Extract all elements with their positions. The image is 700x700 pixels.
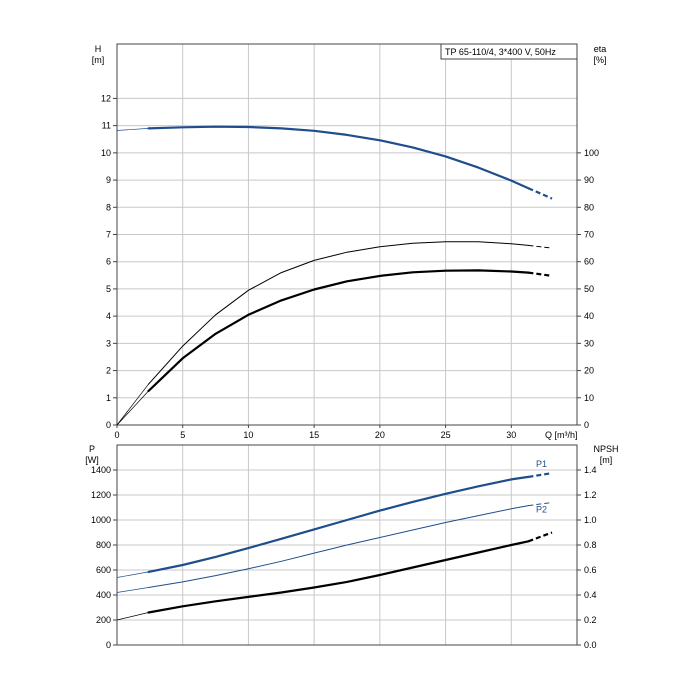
y-left-axis-unit: [W] [85, 455, 99, 465]
y-right-axis-label: eta [594, 44, 607, 54]
y-left-axis-label: H [95, 44, 102, 54]
x-tick-label: 5 [180, 430, 185, 440]
y-left-tick-label: 1400 [91, 465, 111, 475]
series-line [147, 475, 530, 573]
y-left-tick-label: 4 [106, 311, 111, 321]
y-right-tick-label: 40 [584, 311, 594, 321]
series-line [148, 505, 529, 588]
y-right-axis-unit: [%] [593, 55, 606, 65]
chart-title: TP 65-110/4, 3*400 V, 50Hz [445, 47, 556, 57]
y-right-axis-unit: [m] [600, 455, 613, 465]
y-left-tick-label: 7 [106, 230, 111, 240]
y-right-tick-label: 0.6 [584, 565, 597, 575]
series-label-p1: P1 [536, 459, 547, 469]
y-right-tick-label: 70 [584, 230, 594, 240]
y-left-tick-label: 5 [106, 284, 111, 294]
y-right-tick-label: 80 [584, 202, 594, 212]
series-label-p2: P2 [536, 505, 547, 515]
y-right-tick-label: 1.2 [584, 490, 597, 500]
series-line [148, 241, 529, 385]
y-right-tick-label: 60 [584, 257, 594, 267]
series-lead-line [116, 612, 149, 621]
y-left-tick-label: 200 [96, 615, 111, 625]
y-right-tick-label: 0 [584, 420, 589, 430]
y-left-tick-label: 0 [106, 640, 111, 650]
series-dashed-extension [528, 271, 553, 277]
y-right-tick-label: 100 [584, 148, 599, 158]
x-tick-label: 0 [114, 430, 119, 440]
x-tick-label: 30 [506, 430, 516, 440]
y-right-tick-label: 50 [584, 284, 594, 294]
series-lead-line [116, 571, 149, 578]
series-line [147, 125, 530, 190]
y-right-tick-label: 90 [584, 175, 594, 185]
y-left-tick-label: 3 [106, 338, 111, 348]
x-tick-label: 25 [441, 430, 451, 440]
y-right-tick-label: 1.0 [584, 515, 597, 525]
x-axis-label: Q [m³/h] [545, 430, 578, 440]
y-left-tick-label: 12 [101, 93, 111, 103]
x-tick-label: 10 [243, 430, 253, 440]
y-right-tick-label: 1.4 [584, 465, 597, 475]
y-right-tick-label: 10 [584, 393, 594, 403]
series-lead-line [116, 587, 149, 593]
power-npsh-panel: 0 200 400 600 800 1000 1200 1400 0.0 0.2 0.4 0.6 0.8… [85, 444, 618, 650]
series-dashed-extension [527, 187, 553, 200]
series-lead-line [116, 128, 149, 131]
series-dashed-extension [528, 472, 553, 478]
y-right-tick-label: 0.0 [584, 640, 597, 650]
series-line [147, 269, 530, 393]
x-tick-label: 20 [375, 430, 385, 440]
x-tick-label: 15 [309, 430, 319, 440]
series-line [147, 540, 530, 614]
y-right-tick-label: 30 [584, 338, 594, 348]
y-left-tick-label: 0 [106, 420, 111, 430]
y-right-tick-label: 0.8 [584, 540, 597, 550]
y-left-tick-label: 6 [106, 257, 111, 267]
y-left-tick-label: 2 [106, 366, 111, 376]
series-dashed-extension [528, 502, 553, 507]
y-right-axis-label: NPSH [593, 444, 618, 454]
y-left-tick-label: 11 [102, 121, 111, 131]
y-left-tick-label: 8 [106, 202, 111, 212]
y-right-tick-label: 0.2 [584, 615, 597, 625]
y-right-tick-label: 20 [584, 366, 594, 376]
y-left-axis-unit: [m] [92, 55, 105, 65]
y-left-axis-label: P [89, 444, 95, 454]
series-lead-line [116, 383, 149, 426]
y-left-tick-label: 1000 [91, 515, 111, 525]
series-dashed-extension [528, 531, 553, 543]
series-lead-line [116, 390, 149, 426]
y-left-tick-label: 1200 [91, 490, 111, 500]
y-left-tick-label: 600 [96, 565, 111, 575]
title-box [440, 43, 578, 60]
y-left-tick-label: 1 [106, 393, 111, 403]
y-left-tick-label: 10 [101, 148, 111, 158]
series-dashed-extension [528, 244, 553, 249]
y-right-tick-label: 0.4 [584, 590, 597, 600]
y-left-tick-label: 400 [96, 590, 111, 600]
y-left-tick-label: 800 [96, 540, 111, 550]
y-left-tick-label: 9 [106, 175, 111, 185]
